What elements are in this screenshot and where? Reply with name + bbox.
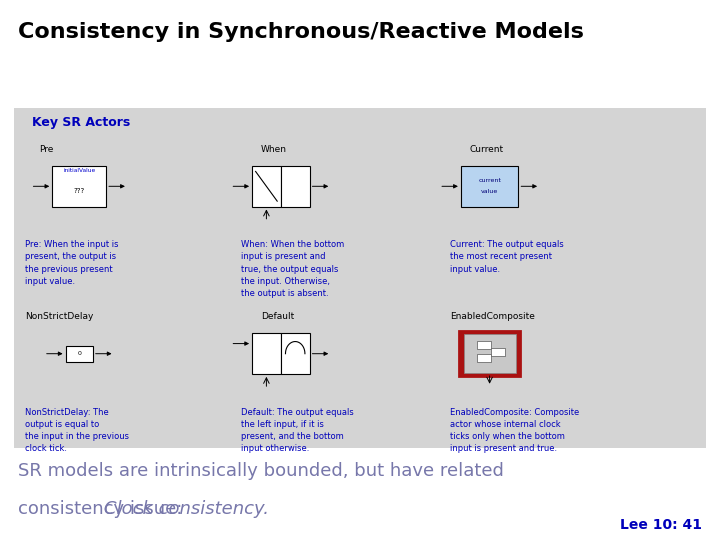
Text: NonStrictDelay: The
output is equal to
the input in the previous
clock tick.: NonStrictDelay: The output is equal to t… [25,408,129,453]
FancyBboxPatch shape [281,333,310,374]
Text: EnabledComposite: Composite
actor whose internal clock
ticks only when the botto: EnabledComposite: Composite actor whose … [450,408,580,453]
FancyBboxPatch shape [491,348,505,356]
Text: Pre: Pre [40,145,54,154]
Text: value: value [481,189,498,194]
Text: current: current [478,178,501,184]
Text: ???: ??? [73,188,85,194]
FancyBboxPatch shape [459,331,520,376]
Text: Default: Default [261,312,294,321]
Text: Clock consistency.: Clock consistency. [104,500,269,517]
Text: Pre: When the input is
present, the output is
the previous present
input value.: Pre: When the input is present, the outp… [25,240,119,286]
Text: EnabledComposite: EnabledComposite [450,312,535,321]
Text: Lee 10: 41: Lee 10: 41 [620,518,702,532]
Text: When: When [261,145,287,154]
Text: initialValue: initialValue [63,168,95,173]
FancyBboxPatch shape [477,341,491,349]
Text: Current: The output equals
the most recent present
input value.: Current: The output equals the most rece… [450,240,564,274]
Text: 0: 0 [77,351,81,356]
Text: NonStrictDelay: NonStrictDelay [25,312,94,321]
FancyBboxPatch shape [461,166,518,206]
Text: Default: The output equals
the left input, if it is
present, and the bottom
inpu: Default: The output equals the left inpu… [241,408,354,453]
Text: Consistency in Synchronous/Reactive Models: Consistency in Synchronous/Reactive Mode… [18,22,584,42]
FancyBboxPatch shape [477,354,491,362]
Text: When: When the bottom
input is present and
true, the output equals
the input. Ot: When: When the bottom input is present a… [241,240,344,298]
FancyBboxPatch shape [464,334,516,373]
FancyBboxPatch shape [252,333,281,374]
FancyBboxPatch shape [252,166,281,206]
FancyBboxPatch shape [66,346,93,362]
Text: Key SR Actors: Key SR Actors [32,116,130,129]
Text: consistency issue:: consistency issue: [18,500,188,517]
FancyBboxPatch shape [53,166,107,206]
FancyBboxPatch shape [281,166,310,206]
FancyBboxPatch shape [14,108,706,448]
Text: SR models are intrinsically bounded, but have related: SR models are intrinsically bounded, but… [18,462,504,480]
Text: Current: Current [469,145,503,154]
